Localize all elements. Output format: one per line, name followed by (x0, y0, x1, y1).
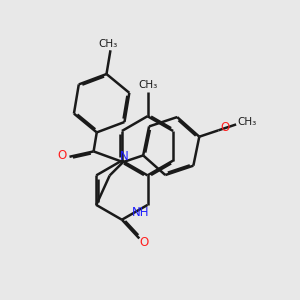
Text: CH₃: CH₃ (237, 117, 256, 127)
Text: N: N (120, 150, 129, 163)
Text: O: O (140, 236, 149, 249)
Text: CH₃: CH₃ (138, 80, 157, 90)
Text: O: O (57, 149, 67, 162)
Text: O: O (220, 121, 230, 134)
Text: NH: NH (132, 206, 150, 220)
Text: CH₃: CH₃ (98, 39, 117, 49)
